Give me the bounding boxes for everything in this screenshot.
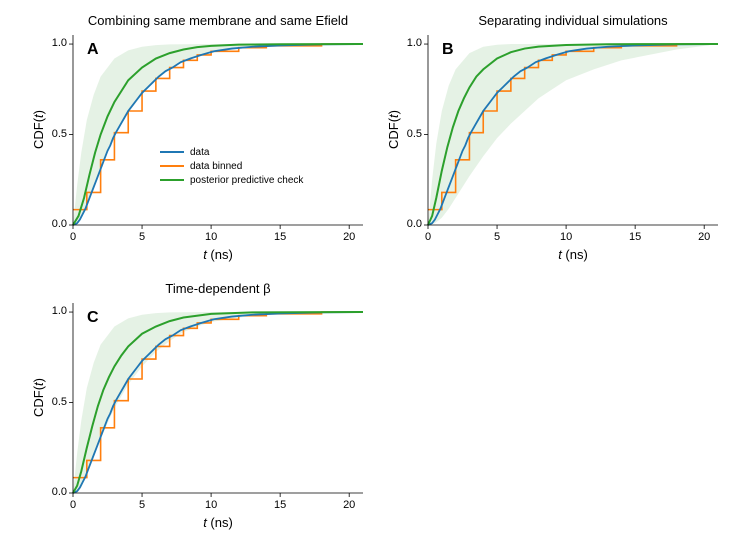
y-axis-label: CDF(t)	[386, 110, 401, 149]
legend-item: data	[160, 145, 303, 159]
x-axis-label: t (ns)	[73, 247, 363, 262]
xtick-label: 10	[556, 231, 576, 243]
panel-A: Combining same membrane and same Efield0…	[73, 35, 363, 225]
legend-item: posterior predictive check	[160, 173, 303, 187]
legend-item: data binned	[160, 159, 303, 173]
xtick-label: 0	[418, 231, 438, 243]
panel-title-C: Time-dependent β	[73, 281, 363, 296]
plot-area-C	[73, 303, 363, 493]
y-axis-label: CDF(t)	[31, 378, 46, 417]
panel-B: Separating individual simulations0510152…	[428, 35, 718, 225]
legend-swatch	[160, 151, 184, 153]
ytick-label: 0.0	[39, 486, 67, 498]
legend-swatch	[160, 179, 184, 181]
xtick-label: 15	[625, 231, 645, 243]
xtick-label: 20	[339, 499, 359, 511]
xtick-label: 20	[694, 231, 714, 243]
legend-swatch	[160, 165, 184, 167]
legend-label: data binned	[190, 161, 242, 172]
ytick-label: 0.0	[39, 218, 67, 230]
xtick-label: 5	[132, 231, 152, 243]
ytick-label: 0.0	[394, 218, 422, 230]
xtick-label: 15	[270, 499, 290, 511]
xtick-label: 20	[339, 231, 359, 243]
panel-letter-A: A	[87, 41, 99, 59]
figure-root: Combining same membrane and same Efield 0…	[0, 0, 737, 533]
ytick-label: 1.0	[39, 37, 67, 49]
panel-letter-B: B	[442, 41, 454, 59]
legend-label: data	[190, 147, 209, 158]
panel-title-A: Combining same membrane and same Efield	[73, 13, 363, 28]
x-axis-label: t (ns)	[428, 247, 718, 262]
plot-area-B	[428, 35, 718, 225]
y-axis-label: CDF(t)	[31, 110, 46, 149]
xtick-label: 15	[270, 231, 290, 243]
xtick-label: 5	[487, 231, 507, 243]
legend-label: posterior predictive check	[190, 175, 303, 186]
ytick-label: 1.0	[39, 305, 67, 317]
ytick-label: 1.0	[394, 37, 422, 49]
posterior-band	[428, 44, 718, 225]
plot-area-A	[73, 35, 363, 225]
posterior-band	[73, 44, 363, 225]
x-axis-label: t (ns)	[73, 515, 363, 530]
panel-C: Time-dependent β051015200.00.51.0t (ns)C…	[73, 303, 363, 493]
panel-title-B: Separating individual simulations	[428, 13, 718, 28]
xtick-label: 0	[63, 499, 83, 511]
xtick-label: 0	[63, 231, 83, 243]
xtick-label: 10	[201, 499, 221, 511]
panel-letter-C: C	[87, 309, 99, 327]
xtick-label: 5	[132, 499, 152, 511]
posterior-band	[73, 312, 363, 493]
xtick-label: 10	[201, 231, 221, 243]
legend: data data binned posterior predictive chec…	[160, 145, 303, 187]
